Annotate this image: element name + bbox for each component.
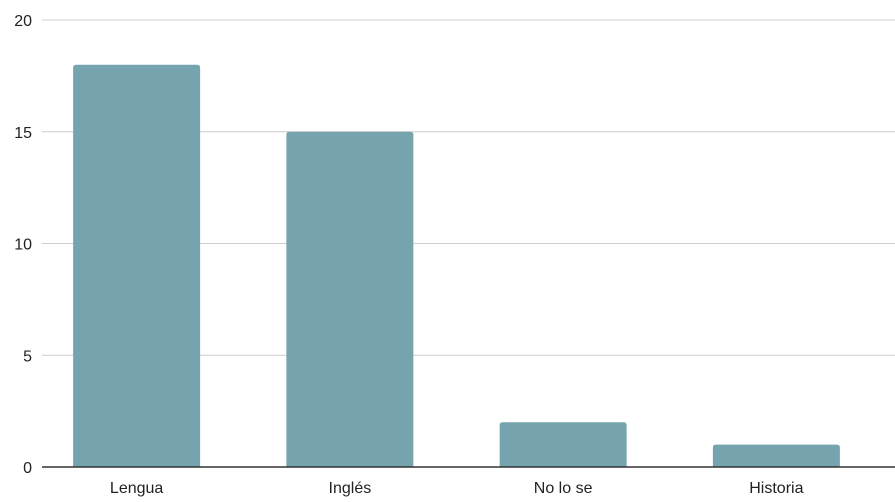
bars xyxy=(73,64,840,467)
x-tick-label: Lengua xyxy=(110,480,163,497)
bar-ingl-s xyxy=(286,131,414,467)
y-tick-label: 10 xyxy=(14,237,32,254)
y-tick-label: 15 xyxy=(14,125,32,142)
y-tick-label: 0 xyxy=(23,460,32,477)
y-tick-label: 5 xyxy=(23,348,32,365)
tick-labels: 0 5 10 15 20 Lengua Inglés No lo se Historia xyxy=(14,13,803,497)
x-tick-label: Inglés xyxy=(329,480,372,497)
x-tick-label: No lo se xyxy=(534,480,593,497)
bar-historia xyxy=(712,444,840,467)
bar-no-lo-se xyxy=(499,422,627,467)
x-tick-label: Historia xyxy=(749,480,803,497)
bar-lengua xyxy=(73,64,201,467)
y-tick-label: 20 xyxy=(14,13,32,30)
